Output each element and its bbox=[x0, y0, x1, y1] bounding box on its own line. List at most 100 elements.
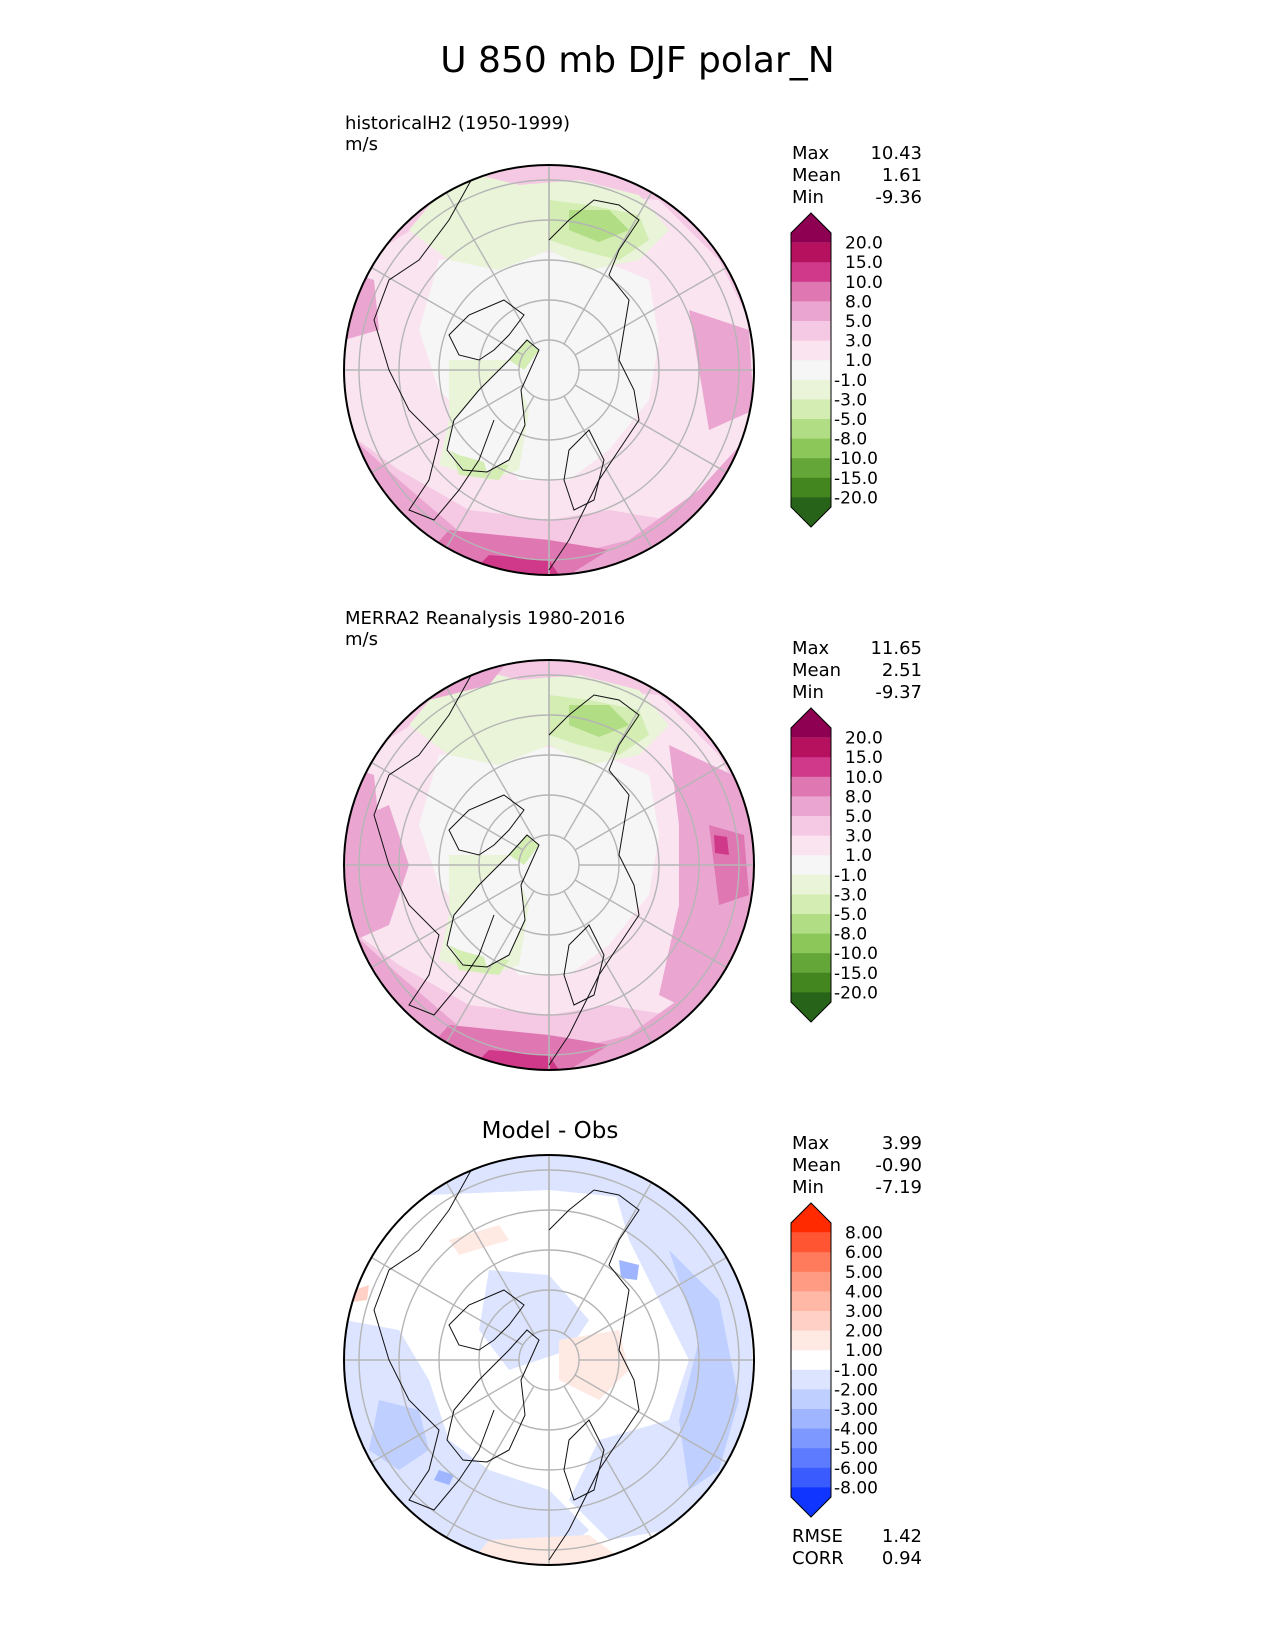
colorbar-swatch bbox=[791, 1467, 831, 1488]
colorbar-swatch bbox=[791, 262, 831, 283]
colorbar-swatch bbox=[791, 855, 831, 876]
contour-region bbox=[659, 745, 754, 1015]
colorbar-tick-label: 10.0 bbox=[845, 273, 883, 293]
colorbar-swatch bbox=[791, 340, 831, 361]
colorbar-tick-label: -5.0 bbox=[834, 410, 867, 430]
metric-rmse: RMSE 1.42 bbox=[792, 1526, 922, 1547]
coastlines bbox=[373, 1164, 640, 1561]
colorbar-tick-label: -5.00 bbox=[834, 1439, 878, 1459]
colorbar-tick-label: -15.0 bbox=[834, 964, 878, 984]
colorbar-swatch bbox=[791, 816, 831, 837]
colorbar-swatch bbox=[791, 477, 831, 498]
colorbar-swatch bbox=[791, 874, 831, 895]
colorbar-swatch bbox=[791, 419, 831, 440]
colorbar-tick-label: -5.0 bbox=[834, 905, 867, 925]
contour-region bbox=[569, 705, 629, 737]
colorbar-tick-label: -10.0 bbox=[834, 449, 878, 469]
colorbar-tick-label: -1.0 bbox=[834, 371, 867, 391]
colorbar-swatch bbox=[791, 1369, 831, 1390]
panel-obs: MERRA2 Reanalysis 1980-2016 m/s Max 11.65 … bbox=[0, 0, 1275, 1071]
map-boundary bbox=[343, 164, 755, 576]
colorbar-tick-label: 10.0 bbox=[845, 768, 883, 788]
colorbar-tick-label: -4.00 bbox=[834, 1420, 878, 1440]
stats-box-3: Max 3.99 Mean -0.90 Min -7.19 bbox=[792, 1133, 922, 1199]
colorbar-tick-label: 5.0 bbox=[845, 312, 872, 332]
panel-diff: Model - Obs Max 3.99 Mean -0.90 Min -7.19 8… bbox=[0, 0, 1275, 1569]
colorbar-tick-label: 20.0 bbox=[845, 729, 883, 749]
colorbar-tick-label: 6.00 bbox=[845, 1243, 883, 1263]
colorbar-tick-label: 3.00 bbox=[845, 1302, 883, 1322]
colorbar-swatch bbox=[791, 972, 831, 993]
stat-mean: Mean -0.90 bbox=[792, 1155, 922, 1176]
colorbar-swatch bbox=[791, 1271, 831, 1292]
panel-title-3: Model - Obs bbox=[481, 1118, 619, 1144]
colorbar-swatch bbox=[791, 835, 831, 856]
contour-region bbox=[509, 340, 539, 370]
metrics-box: RMSE 1.42 CORR 0.94 bbox=[792, 1526, 922, 1570]
colorbar-outline bbox=[790, 707, 832, 1023]
colorbar-swatch bbox=[791, 321, 831, 342]
colorbar-swatch bbox=[791, 1330, 831, 1351]
map-field bbox=[344, 1155, 754, 1565]
contour-region bbox=[344, 1320, 589, 1565]
contour-region bbox=[449, 450, 487, 472]
contour-region bbox=[619, 1260, 639, 1280]
colorbar-swatch bbox=[791, 1428, 831, 1449]
colorbar-tick-label: 4.00 bbox=[845, 1282, 883, 1302]
colorbar-swatch bbox=[791, 1350, 831, 1371]
colorbar-swatch bbox=[791, 757, 831, 778]
colorbar-swatch bbox=[791, 1448, 831, 1469]
stat-max: Max 3.99 bbox=[792, 1133, 922, 1154]
colorbar-swatch bbox=[791, 213, 831, 243]
colorbar-tick-label: 8.00 bbox=[845, 1224, 883, 1244]
colorbar-swatch bbox=[791, 1389, 831, 1410]
colorbar-tick-label: -3.0 bbox=[834, 885, 867, 905]
panel-model: historicalH2 (1950-1999) m/s Max 10.43 Mea… bbox=[0, 0, 1275, 576]
contour-region bbox=[509, 835, 539, 865]
colorbar-swatch bbox=[791, 894, 831, 915]
stats-box-2: Max 11.65 Mean 2.51 Min -9.37 bbox=[792, 638, 922, 704]
greenland-land bbox=[447, 835, 539, 967]
contour-region bbox=[669, 1250, 739, 1490]
contour-region bbox=[714, 835, 729, 855]
contour-region bbox=[344, 660, 509, 755]
colorbar-tick-label: -8.0 bbox=[834, 925, 867, 945]
colorbar-tick-label: -20.0 bbox=[834, 488, 878, 508]
colorbar-swatch bbox=[791, 1252, 831, 1273]
map-boundary bbox=[343, 659, 755, 1071]
map-field bbox=[344, 165, 754, 575]
colorbar-swatch bbox=[791, 1311, 831, 1332]
colorbar-swatch bbox=[791, 242, 831, 263]
stats-box-1: Max 10.43 Mean 1.61 Min -9.36 bbox=[792, 143, 922, 209]
colorbar-tick-label: -10.0 bbox=[834, 944, 878, 964]
colorbar-swatch bbox=[791, 1203, 831, 1233]
colorbar-swatch bbox=[791, 281, 831, 302]
colorbar-tick-label: 5.0 bbox=[845, 807, 872, 827]
colorbar-tick-label: -6.00 bbox=[834, 1459, 878, 1479]
colorbar-tick-label: 2.00 bbox=[845, 1322, 883, 1342]
stat-min: Min -7.19 bbox=[792, 1177, 922, 1198]
colorbar-swatch bbox=[791, 1291, 831, 1312]
colorbar-tick-label: -3.00 bbox=[834, 1400, 878, 1420]
colorbar-swatch bbox=[791, 379, 831, 400]
colorbar-swatch bbox=[791, 796, 831, 817]
colorbar-tick-label: -1.00 bbox=[834, 1361, 878, 1381]
colorbar-tick-label: 3.0 bbox=[845, 332, 872, 352]
colorbar-swatch bbox=[791, 914, 831, 935]
map-boundary bbox=[343, 1154, 755, 1566]
greenland-land bbox=[447, 340, 539, 472]
colorbar-swatch bbox=[791, 438, 831, 459]
colorbar-tick-label: 8.0 bbox=[845, 292, 872, 312]
colorbar-tick-label: 8.0 bbox=[845, 787, 872, 807]
colorbar-tick-label: -15.0 bbox=[834, 469, 878, 489]
colorbar-tick-label: -2.00 bbox=[834, 1380, 878, 1400]
colorbar-tick-label: -1.0 bbox=[834, 866, 867, 886]
colorbar-outline bbox=[790, 1202, 832, 1518]
coastlines bbox=[373, 669, 640, 1066]
colorbar-tick-label: 5.00 bbox=[845, 1263, 883, 1283]
stat-mean: Mean 2.51 bbox=[792, 660, 922, 681]
panel-title-2: MERRA2 Reanalysis 1980-2016 m/s bbox=[345, 608, 626, 650]
contour-region bbox=[449, 945, 487, 967]
